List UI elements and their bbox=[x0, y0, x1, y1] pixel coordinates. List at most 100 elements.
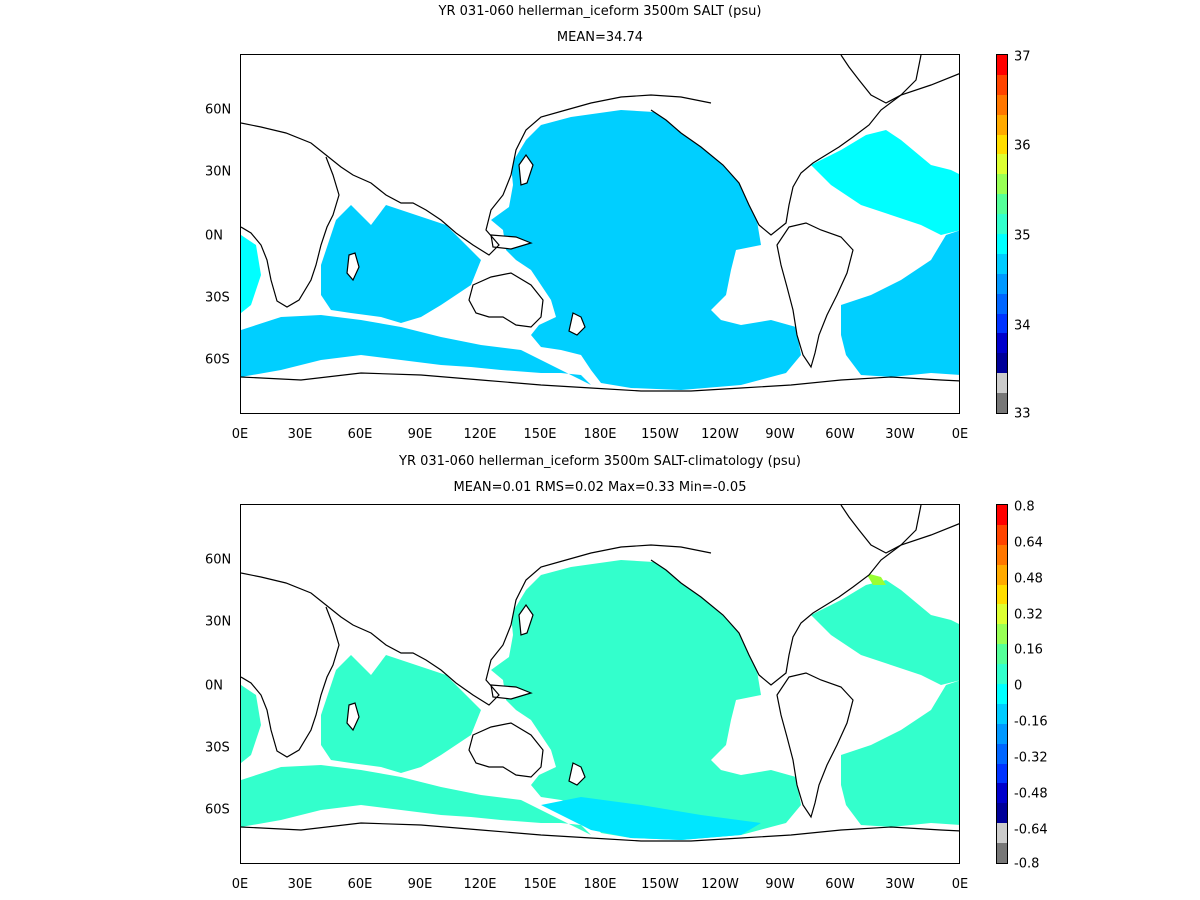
indian-ocean-field bbox=[321, 655, 481, 773]
colorbar-label: 0.32 bbox=[1014, 607, 1043, 623]
x-tick-label: 120W bbox=[701, 427, 739, 442]
y-tick-label: 30S bbox=[205, 740, 230, 756]
japan-coastline bbox=[518, 153, 534, 186]
colorbar-segment bbox=[997, 823, 1007, 844]
colorbar-label: -0.32 bbox=[1014, 750, 1048, 766]
panel-mean-salinity: YR 031-060 hellerman_iceform 3500m SALT … bbox=[205, 4, 1031, 442]
colorbar-label: -0.48 bbox=[1014, 786, 1048, 802]
south-atlantic-field bbox=[841, 230, 959, 377]
colorbar-segment bbox=[997, 664, 1007, 684]
indonesia-coastline bbox=[490, 234, 533, 250]
colorbar-segment bbox=[997, 373, 1007, 394]
southern-ocean-field bbox=[241, 315, 591, 385]
x-tick-label: 90W bbox=[765, 877, 795, 892]
panel-subtitle: MEAN=0.01 RMS=0.02 Max=0.33 Min=-0.05 bbox=[453, 480, 747, 495]
eurasia-coastline bbox=[241, 94, 712, 256]
x-tick-label: 30W bbox=[885, 427, 915, 442]
x-tick-label: 150W bbox=[641, 427, 679, 442]
antarctica-landmass bbox=[241, 823, 959, 863]
greenland-landmass bbox=[841, 505, 921, 553]
colorbar-segment bbox=[997, 114, 1007, 135]
new-zealand-coastline bbox=[568, 762, 586, 786]
colorbar-segment bbox=[997, 544, 1007, 565]
x-tick-label: 90E bbox=[407, 877, 433, 892]
low-anomaly-field bbox=[541, 797, 761, 840]
colorbar-segment bbox=[997, 843, 1007, 863]
x-tick-label: 0E bbox=[231, 877, 249, 892]
x-tick-label: 90W bbox=[765, 427, 795, 442]
southern-ocean-field bbox=[241, 765, 591, 835]
colorbar-label: 0.64 bbox=[1014, 535, 1043, 551]
colorbar-segment bbox=[997, 584, 1007, 605]
south-america-landmass bbox=[777, 223, 853, 367]
colorbar-segment bbox=[997, 723, 1007, 744]
south-america-coastline bbox=[776, 222, 854, 369]
colorbar-segment bbox=[997, 174, 1007, 195]
greenland-coastline bbox=[840, 505, 922, 554]
colorbar-segment bbox=[997, 313, 1007, 334]
y-tick-label: 30N bbox=[205, 614, 232, 630]
colorbar-label: 35 bbox=[1014, 228, 1031, 244]
antarctica-coastline bbox=[241, 372, 959, 392]
japan-coastline bbox=[518, 603, 534, 636]
colorbar-segment bbox=[997, 644, 1007, 665]
colorbar-segment bbox=[997, 684, 1007, 704]
y-tick-label: 60S bbox=[205, 352, 230, 368]
africa-coastline bbox=[241, 156, 340, 308]
panel-title: YR 031-060 hellerman_iceform 3500m SALT-… bbox=[399, 454, 801, 469]
far-south-atlantic-field bbox=[241, 235, 261, 313]
y-tick-label: 60N bbox=[205, 102, 232, 118]
colorbar bbox=[996, 504, 1008, 864]
colorbar-segment bbox=[997, 353, 1007, 374]
australia-coastline bbox=[468, 272, 544, 328]
x-tick-label: 150E bbox=[523, 427, 557, 442]
x-tick-label: 120E bbox=[463, 877, 497, 892]
colorbar-segment bbox=[997, 94, 1007, 115]
x-tick-label: 60E bbox=[347, 877, 373, 892]
north-atlantic-field bbox=[811, 580, 959, 685]
australia-landmass bbox=[469, 723, 543, 777]
x-tick-label: 0E bbox=[951, 877, 969, 892]
x-tick-label: 60W bbox=[825, 877, 855, 892]
colorbar-segment bbox=[997, 273, 1007, 294]
colorbar-segment bbox=[997, 763, 1007, 784]
coastline-layer bbox=[241, 55, 959, 392]
ocean-field bbox=[241, 560, 959, 840]
x-tick-label: 150E bbox=[523, 877, 557, 892]
australia-landmass bbox=[469, 273, 543, 327]
y-tick-label: 60N bbox=[205, 552, 232, 568]
ocean-field bbox=[241, 110, 959, 390]
x-tick-label: 30E bbox=[287, 427, 313, 442]
colorbar-label: 0.48 bbox=[1014, 571, 1043, 587]
indonesia-coastline bbox=[490, 684, 533, 700]
landmass-layer bbox=[241, 505, 959, 863]
panel-subtitle: MEAN=34.74 bbox=[556, 30, 644, 45]
colorbar-label: -0.16 bbox=[1014, 714, 1048, 730]
colorbar-segment bbox=[997, 393, 1007, 413]
x-tick-label: 0E bbox=[231, 427, 249, 442]
map-plot bbox=[240, 54, 960, 414]
south-america-landmass bbox=[777, 673, 853, 817]
map-graphic bbox=[241, 55, 959, 413]
pacific-ocean-field bbox=[491, 560, 801, 840]
far-south-atlantic-field bbox=[241, 685, 261, 763]
north-america-coastline bbox=[650, 73, 959, 236]
colorbar-segment bbox=[997, 55, 1007, 75]
colorbar-segment bbox=[997, 333, 1007, 354]
colorbar-label: 33 bbox=[1014, 406, 1031, 422]
colorbar-segment bbox=[997, 524, 1007, 545]
colorbar-label: 0.8 bbox=[1014, 499, 1035, 515]
x-tick-label: 60W bbox=[825, 427, 855, 442]
japan-landmass bbox=[519, 155, 533, 185]
colorbar-segment bbox=[997, 293, 1007, 314]
map-graphic bbox=[241, 505, 959, 863]
panel-salinity-difference: YR 031-060 hellerman_iceform 3500m SALT-… bbox=[0, 450, 1200, 900]
new-zealand-coastline bbox=[568, 312, 586, 336]
colorbar-segment bbox=[997, 253, 1007, 274]
colorbar-segment bbox=[997, 74, 1007, 95]
colorbar-segment bbox=[997, 234, 1007, 254]
antarctica-coastline bbox=[241, 822, 959, 842]
x-tick-label: 0E bbox=[951, 427, 969, 442]
x-tick-label: 180E bbox=[583, 427, 617, 442]
x-tick-label: 90E bbox=[407, 427, 433, 442]
